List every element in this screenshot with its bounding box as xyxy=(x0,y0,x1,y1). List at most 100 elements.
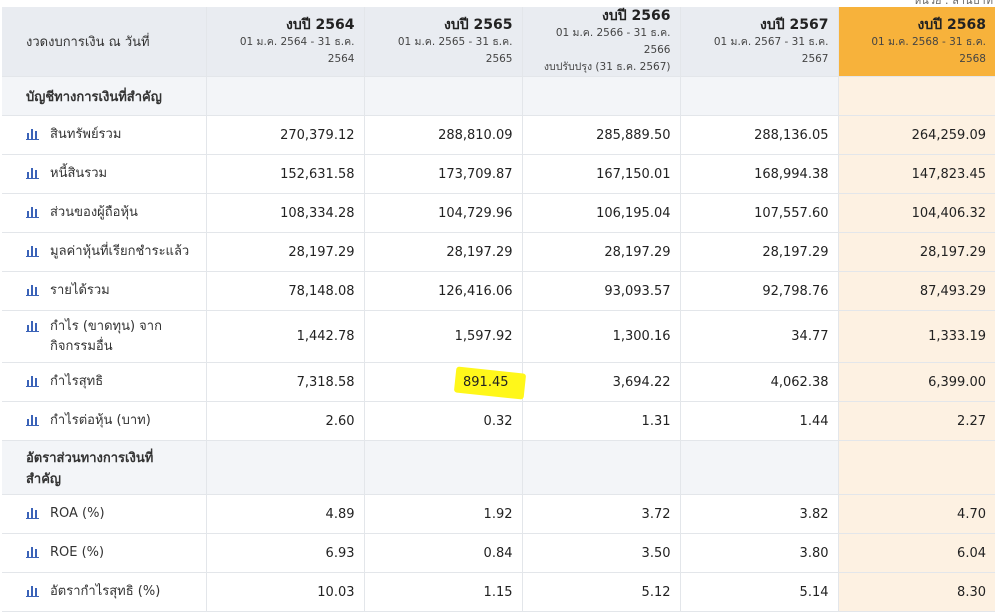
year-column-header[interactable]: งบปี 2567 01 ม.ค. 2567 - 31 ธ.ค. 2567 xyxy=(679,7,838,77)
bar-chart-icon[interactable] xyxy=(26,205,40,218)
row-label-cell[interactable]: สินทรัพย์รวม xyxy=(2,115,206,155)
value-cell: 264,259.09 xyxy=(837,115,995,155)
value-cell: 147,823.45 xyxy=(837,154,995,194)
value-cell: 1.31 xyxy=(521,401,680,441)
financial-table: งวดงบการเงิน ณ วันที่ งบปี 2564 01 ม.ค. … xyxy=(2,7,995,612)
value-cell: 1,597.92 xyxy=(363,310,522,363)
row-label-cell[interactable]: รายได้รวม xyxy=(2,271,206,311)
year-title: งบปี 2566 xyxy=(602,8,671,24)
value-cell: 1,442.78 xyxy=(205,310,364,363)
row-label-cell[interactable]: หนี้สินรวม xyxy=(2,154,206,194)
unit-note: หน่วย : ล้านบาท xyxy=(914,0,993,7)
row-label: รายได้รวม xyxy=(50,283,110,298)
value-cell: 6.93 xyxy=(205,533,364,573)
section-cell xyxy=(363,76,522,116)
value-cell: 2.27 xyxy=(837,401,995,441)
row-label-cell[interactable]: กำไรต่อหุ้น (บาท) xyxy=(2,401,206,441)
value-cell: 28,197.29 xyxy=(205,232,364,272)
table-row: ROE (%) 6.93 0.84 3.50 3.80 6.04 xyxy=(2,533,995,573)
section-cell xyxy=(837,440,995,495)
row-label: มูลค่าหุ้นที่เรียกชำระแล้ว xyxy=(50,244,190,259)
value-cell: 0.32 xyxy=(363,401,522,441)
value-cell: 6.04 xyxy=(837,533,995,573)
year-title: งบปี 2567 xyxy=(760,16,829,33)
year-range: 01 ม.ค. 2567 - 31 ธ.ค. 2567 xyxy=(713,35,829,65)
year-column-header[interactable]: งบปี 2565 01 ม.ค. 2565 - 31 ธ.ค. 2565 xyxy=(363,7,522,77)
bar-chart-icon[interactable] xyxy=(26,319,40,332)
value-cell: 152,631.58 xyxy=(205,154,364,194)
value-cell: 4.89 xyxy=(205,494,364,534)
value-cell: 10.03 xyxy=(205,572,364,612)
value-cell: 8.30 xyxy=(837,572,995,612)
row-label: ส่วนของผู้ถือหุ้น xyxy=(50,205,138,220)
year-title: งบปี 2564 xyxy=(286,16,355,33)
value-cell: 4.70 xyxy=(837,494,995,534)
value-cell: 173,709.87 xyxy=(363,154,522,194)
section-cell xyxy=(679,76,838,116)
value-cell: 167,150.01 xyxy=(521,154,680,194)
year-column-header[interactable]: งบปี 2564 01 ม.ค. 2564 - 31 ธ.ค. 2564 xyxy=(205,7,364,77)
table-row: หนี้สินรวม 152,631.58 173,709.87 167,150… xyxy=(2,154,995,194)
row-label-cell[interactable]: มูลค่าหุ้นที่เรียกชำระแล้ว xyxy=(2,232,206,272)
section-cell xyxy=(205,76,364,116)
bar-chart-icon[interactable] xyxy=(26,506,40,519)
row-label-cell[interactable]: ROE (%) xyxy=(2,533,206,573)
value-cell: 1.92 xyxy=(363,494,522,534)
highlight-marker: 891.45 xyxy=(459,374,513,391)
value-cell: 5.12 xyxy=(521,572,680,612)
header-row: งวดงบการเงิน ณ วันที่ งบปี 2564 01 ม.ค. … xyxy=(2,7,995,77)
year-note: งบปรับปรุง (31 ธ.ค. 2567) xyxy=(543,61,671,73)
value-cell: 4,062.38 xyxy=(679,362,838,402)
value-cell: 78,148.08 xyxy=(205,271,364,311)
value-cell: 285,889.50 xyxy=(521,115,680,155)
bar-chart-icon[interactable] xyxy=(26,166,40,179)
value-cell: 3,694.22 xyxy=(521,362,680,402)
year-title: งบปี 2565 xyxy=(444,16,513,33)
bar-chart-icon[interactable] xyxy=(26,283,40,296)
value-cell: 28,197.29 xyxy=(837,232,995,272)
bar-chart-icon[interactable] xyxy=(26,413,40,426)
row-label-cell[interactable]: ROA (%) xyxy=(2,494,206,534)
value-cell: 7,318.58 xyxy=(205,362,364,402)
row-label-cell[interactable]: ส่วนของผู้ถือหุ้น xyxy=(2,193,206,233)
bar-chart-icon[interactable] xyxy=(26,374,40,387)
value-cell: 288,136.05 xyxy=(679,115,838,155)
value-cell: 0.84 xyxy=(363,533,522,573)
value-cell: 6,399.00 xyxy=(837,362,995,402)
table-row: รายได้รวม 78,148.08 126,416.06 93,093.57… xyxy=(2,271,995,311)
row-label-continued: กิจกรรมอื่น xyxy=(50,338,113,354)
row-label-cell[interactable]: กำไร (ขาดทุน) จาก กิจกรรมอื่น xyxy=(2,310,206,363)
section-title-cell: อัตราส่วนทางการเงินที่ สำคัญ xyxy=(2,440,206,495)
section-cell xyxy=(837,76,995,116)
table-row: กำไรต่อหุ้น (บาท) 2.60 0.32 1.31 1.44 2.… xyxy=(2,401,995,441)
value-cell: 3.72 xyxy=(521,494,680,534)
section-row: บัญชีทางการเงินที่สำคัญ xyxy=(2,76,995,116)
value-cell: 107,557.60 xyxy=(679,193,838,233)
table-row: มูลค่าหุ้นที่เรียกชำระแล้ว 28,197.29 28,… xyxy=(2,232,995,272)
row-label-cell[interactable]: กำไรสุทธิ xyxy=(2,362,206,402)
bar-chart-icon[interactable] xyxy=(26,584,40,597)
row-label-cell[interactable]: อัตรากำไรสุทธิ (%) xyxy=(2,572,206,612)
bar-chart-icon[interactable] xyxy=(26,244,40,257)
year-column-header[interactable]: งบปี 2566 01 ม.ค. 2566 - 31 ธ.ค. 2566 งบ… xyxy=(521,7,680,77)
year-range: 01 ม.ค. 2564 - 31 ธ.ค. 2564 xyxy=(239,35,355,65)
table-row: กำไร (ขาดทุน) จาก กิจกรรมอื่น 1,442.78 1… xyxy=(2,310,995,363)
section-title-continued: สำคัญ xyxy=(26,471,62,487)
value-cell: 28,197.29 xyxy=(521,232,680,272)
period-header-label: งวดงบการเงิน ณ วันที่ xyxy=(2,7,206,77)
value-cell: 3.50 xyxy=(521,533,680,573)
year-column-header-selected[interactable]: งบปี 2568 01 ม.ค. 2568 - 31 ธ.ค. 2568 xyxy=(837,7,995,77)
bar-chart-icon[interactable] xyxy=(26,127,40,140)
value-cell: 3.82 xyxy=(679,494,838,534)
table-row: ส่วนของผู้ถือหุ้น 108,334.28 104,729.96 … xyxy=(2,193,995,233)
table-row: สินทรัพย์รวม 270,379.12 288,810.09 285,8… xyxy=(2,115,995,155)
value-cell: 92,798.76 xyxy=(679,271,838,311)
section-cell xyxy=(679,440,838,495)
value-cell: 1,333.19 xyxy=(837,310,995,363)
value-cell: 1.15 xyxy=(363,572,522,612)
year-range: 01 ม.ค. 2566 - 31 ธ.ค. 2566 xyxy=(555,27,671,56)
row-label: ROA (%) xyxy=(50,506,105,521)
row-label: สินทรัพย์รวม xyxy=(50,127,122,142)
bar-chart-icon[interactable] xyxy=(26,545,40,558)
value-cell-highlighted: 891.45 xyxy=(363,362,522,402)
